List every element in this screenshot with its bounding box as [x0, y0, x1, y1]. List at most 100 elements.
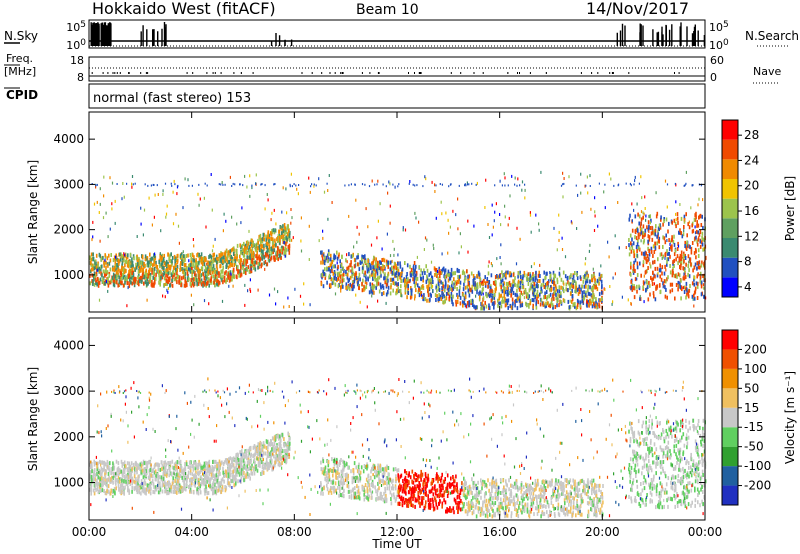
- velocity-cell: [254, 465, 256, 469]
- velocity-cell: [246, 461, 249, 465]
- power-cell: [347, 265, 350, 270]
- power-cell: [472, 282, 475, 287]
- power-cell: [93, 263, 95, 268]
- power-cell: [167, 290, 169, 294]
- power-cell: [109, 176, 111, 180]
- power-cell: [376, 260, 379, 265]
- power-cell: [425, 177, 427, 181]
- power-cell: [673, 234, 675, 239]
- power-cell: [591, 278, 593, 283]
- velocity-cell: [94, 486, 96, 491]
- power-cell: [207, 264, 209, 269]
- power-cell: [283, 305, 285, 309]
- power-cell: [284, 254, 286, 258]
- power-cell: [644, 270, 647, 275]
- power-cell: [580, 287, 582, 292]
- power-cell: [601, 290, 603, 295]
- power-cell: [695, 211, 697, 216]
- power-cell: [171, 184, 173, 187]
- power-cell: [222, 274, 224, 279]
- power-cell: [279, 253, 282, 258]
- power-cell: [222, 280, 224, 285]
- power-cell: [130, 280, 132, 285]
- power-cell: [149, 252, 151, 257]
- power-cell: [255, 260, 258, 265]
- power-cell: [642, 211, 644, 215]
- power-cell: [598, 298, 600, 303]
- power-cell: [154, 276, 156, 281]
- power-cell: [334, 264, 336, 269]
- velocity-cell: [289, 446, 291, 451]
- velocity-cell: [133, 479, 135, 484]
- power-cell: [320, 260, 322, 265]
- power-cell: [550, 298, 553, 303]
- power-cell: [122, 275, 125, 280]
- power-cell: [291, 238, 293, 242]
- velocity-cell: [99, 460, 102, 465]
- power-cell: [91, 279, 93, 284]
- power-cell: [663, 236, 666, 241]
- power-cell: [353, 277, 356, 282]
- power-cell: [381, 292, 383, 297]
- power-cell: [131, 260, 133, 265]
- power-cell: [281, 231, 284, 236]
- power-cell: [563, 289, 565, 294]
- power-cell: [463, 282, 465, 287]
- power-cell: [333, 275, 335, 280]
- power-cell: [203, 196, 205, 200]
- power-cell: [100, 271, 102, 276]
- power-cell: [372, 265, 374, 270]
- power-cell: [119, 257, 122, 262]
- power-cell: [95, 281, 97, 285]
- power-cell: [150, 257, 152, 262]
- power-cell: [478, 297, 481, 302]
- velocity-cell: [116, 468, 119, 473]
- power-cell: [699, 275, 702, 280]
- power-cell: [363, 287, 365, 292]
- power-cell: [442, 300, 444, 305]
- power-cell: [382, 291, 385, 296]
- power-cell: [264, 184, 266, 187]
- velocity-cell: [250, 458, 252, 463]
- power-cell: [533, 274, 535, 279]
- velocity-cell: [175, 461, 177, 466]
- power-cell: [522, 293, 524, 297]
- power-cell: [147, 274, 149, 279]
- velocity-cell: [287, 431, 289, 436]
- power-cell: [494, 275, 497, 280]
- power-cell: [499, 213, 501, 216]
- power-cell: [621, 295, 623, 299]
- velocity-cell: [249, 466, 252, 471]
- power-cell: [526, 277, 528, 281]
- velocity-cell: [141, 487, 144, 492]
- power-cell: [92, 279, 94, 283]
- power-cell: [166, 265, 168, 270]
- power-cell: [688, 268, 690, 273]
- velocity-cell: [280, 443, 282, 448]
- velocity-cell: [120, 488, 123, 493]
- power-cell: [414, 268, 416, 273]
- power-cell: [332, 271, 335, 276]
- velocity-cell: [280, 438, 282, 443]
- power-cell: [246, 267, 248, 272]
- power-cell: [595, 297, 597, 301]
- power-cell: [470, 288, 472, 293]
- velocity-cell: [187, 473, 189, 478]
- power-cell: [654, 297, 657, 302]
- power-cell: [322, 229, 324, 233]
- power-cell: [699, 265, 701, 270]
- power-cell: [495, 283, 497, 288]
- power-cell: [386, 279, 388, 283]
- power-cell: [249, 194, 251, 198]
- power-cell: [648, 280, 650, 285]
- power-cell: [649, 264, 652, 269]
- velocity-cell: [89, 487, 92, 492]
- power-cell: [444, 299, 446, 304]
- power-cell: [677, 261, 679, 266]
- velocity-cell: [108, 489, 110, 494]
- power-cell: [458, 251, 460, 255]
- power-cell: [454, 280, 457, 285]
- power-cell: [664, 285, 666, 290]
- power-cell: [207, 278, 210, 283]
- power-cell: [497, 303, 499, 308]
